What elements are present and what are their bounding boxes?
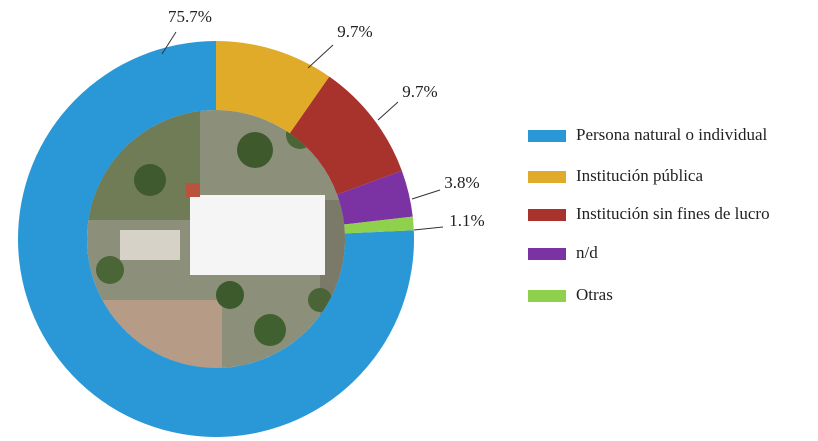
leader-line bbox=[161, 31, 177, 55]
donut-slice bbox=[289, 76, 402, 195]
leader-line bbox=[413, 226, 444, 231]
donut-slice bbox=[344, 216, 414, 234]
leader-line bbox=[411, 189, 441, 200]
leader-line bbox=[377, 101, 399, 121]
value-label: 9.7% bbox=[337, 22, 372, 41]
leader-line bbox=[307, 44, 334, 69]
legend-label: Institución pública bbox=[576, 166, 703, 185]
legend-swatch bbox=[528, 171, 566, 183]
legend-swatch bbox=[528, 248, 566, 260]
donut-slice bbox=[216, 41, 330, 134]
legend-swatch bbox=[528, 209, 566, 221]
legend-swatch bbox=[528, 290, 566, 302]
value-label: 75.7% bbox=[168, 7, 212, 26]
value-label: 1.1% bbox=[449, 211, 484, 230]
value-label: 9.7% bbox=[402, 82, 437, 101]
legend-label: n/d bbox=[576, 243, 598, 262]
legend-label: Institución sin fines de lucro bbox=[576, 204, 770, 223]
legend-swatch bbox=[528, 130, 566, 142]
aerial-photo bbox=[87, 110, 345, 368]
donut-slice bbox=[337, 170, 413, 225]
legend-label: Otras bbox=[576, 285, 613, 304]
value-label: 3.8% bbox=[444, 173, 479, 192]
legend-label: Persona natural o individual bbox=[576, 125, 767, 144]
donut-slice bbox=[17, 41, 415, 437]
